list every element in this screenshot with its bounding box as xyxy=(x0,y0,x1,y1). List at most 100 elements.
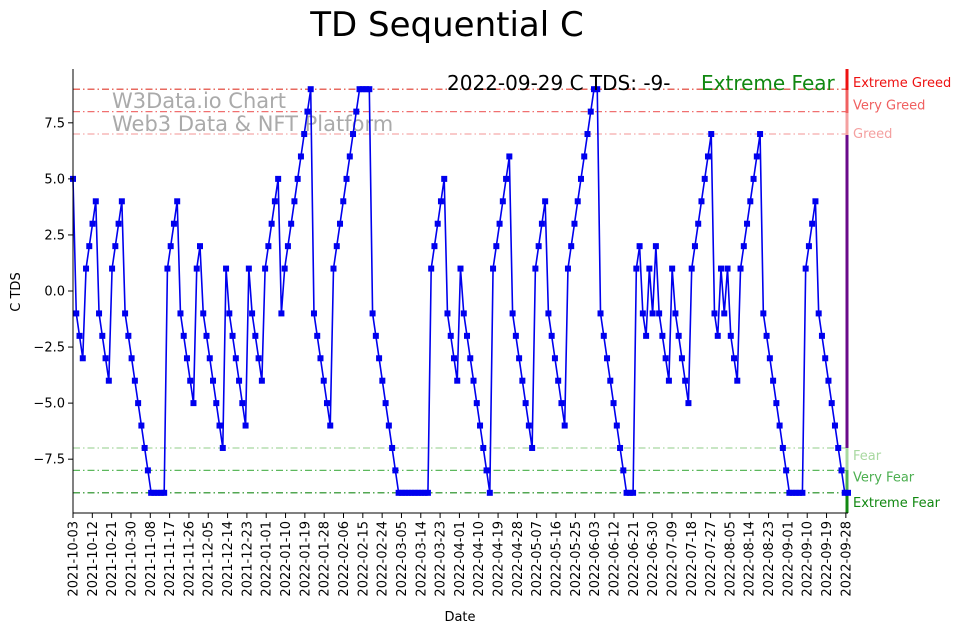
data-point xyxy=(395,489,402,496)
data-point xyxy=(164,265,171,272)
data-point xyxy=(441,175,448,182)
y-tick-label: 5.0 xyxy=(44,172,65,187)
y-tick-label: −7.5 xyxy=(33,453,65,468)
data-point xyxy=(151,489,158,496)
data-point xyxy=(138,422,145,429)
data-point xyxy=(275,175,282,182)
y-tick-label: 0.0 xyxy=(44,285,65,300)
x-tick-label: 2022-06-30 xyxy=(646,521,661,597)
data-point xyxy=(424,489,431,496)
data-point xyxy=(255,355,262,362)
x-axis-label: Date xyxy=(444,610,475,625)
data-point xyxy=(529,444,536,451)
x-tick-label: 2022-03-14 xyxy=(414,521,429,597)
chart-title: TD Sequential C xyxy=(309,5,583,45)
data-point xyxy=(183,355,190,362)
data-point xyxy=(467,355,474,362)
data-point xyxy=(76,332,83,339)
data-point xyxy=(682,377,689,384)
data-point xyxy=(740,243,747,250)
data-point xyxy=(249,310,256,317)
data-point xyxy=(405,489,412,496)
data-point xyxy=(604,355,611,362)
data-point xyxy=(594,86,601,93)
data-point xyxy=(548,332,555,339)
data-point xyxy=(206,355,213,362)
data-point xyxy=(760,310,767,317)
data-point xyxy=(372,332,379,339)
x-tick-label: 2021-11-26 xyxy=(182,521,197,597)
data-point xyxy=(369,310,376,317)
data-point xyxy=(350,131,357,138)
data-point xyxy=(258,377,265,384)
data-point xyxy=(314,332,321,339)
x-tick-label: 2022-09-10 xyxy=(801,521,816,597)
data-point xyxy=(727,332,734,339)
data-point xyxy=(96,310,103,317)
data-point xyxy=(805,243,812,250)
x-tick-label: 2022-01-28 xyxy=(318,521,333,597)
data-point xyxy=(73,310,80,317)
data-point xyxy=(118,198,125,205)
data-point xyxy=(229,332,236,339)
data-point xyxy=(245,265,252,272)
data-point xyxy=(297,153,304,160)
data-point xyxy=(737,265,744,272)
data-point xyxy=(252,332,259,339)
data-point xyxy=(516,355,523,362)
data-point xyxy=(623,489,630,496)
data-point xyxy=(174,198,181,205)
data-point xyxy=(685,400,692,407)
series-line xyxy=(72,88,848,494)
data-point xyxy=(519,377,526,384)
data-point xyxy=(678,355,685,362)
data-point xyxy=(398,489,405,496)
data-point xyxy=(835,444,842,451)
data-point xyxy=(421,489,428,496)
data-point xyxy=(278,310,285,317)
data-point xyxy=(271,198,278,205)
data-point xyxy=(610,400,617,407)
data-point xyxy=(535,243,542,250)
data-point xyxy=(89,220,96,227)
data-point xyxy=(512,332,519,339)
data-point xyxy=(672,310,679,317)
data-point xyxy=(281,265,288,272)
x-tick-label: 2021-12-14 xyxy=(221,521,236,597)
data-point xyxy=(187,377,194,384)
data-point xyxy=(265,243,272,250)
data-point xyxy=(538,220,545,227)
data-point xyxy=(796,489,803,496)
x-axis-ticks: 2021-10-03 2021-10-12 2021-10-21 2021-10-30… xyxy=(67,513,854,597)
data-point xyxy=(613,422,620,429)
x-tick-label: 2022-04-01 xyxy=(453,521,468,597)
data-point xyxy=(262,265,269,272)
data-point xyxy=(154,489,161,496)
data-point xyxy=(226,310,233,317)
data-point xyxy=(330,265,337,272)
data-point xyxy=(649,310,656,317)
data-point xyxy=(444,310,451,317)
data-point xyxy=(102,355,109,362)
x-tick-label: 2021-12-23 xyxy=(240,521,255,597)
data-point xyxy=(473,400,480,407)
data-point xyxy=(483,467,490,474)
watermark-line-1: W3Data.io Chart xyxy=(112,89,286,113)
data-point xyxy=(239,400,246,407)
zone-label: Fear xyxy=(853,449,882,464)
data-point xyxy=(333,243,340,250)
data-point xyxy=(115,220,122,227)
data-point xyxy=(691,243,698,250)
data-point xyxy=(591,86,598,93)
x-tick-label: 2021-11-08 xyxy=(144,521,159,597)
zone-label: Very Greed xyxy=(853,99,925,114)
data-point xyxy=(193,265,200,272)
data-point xyxy=(86,243,93,250)
x-tick-label: 2022-05-07 xyxy=(530,521,545,597)
data-point xyxy=(551,355,558,362)
data-point xyxy=(141,444,148,451)
data-point xyxy=(698,198,705,205)
data-point xyxy=(125,332,132,339)
x-tick-label: 2022-04-19 xyxy=(492,521,507,597)
data-point xyxy=(236,377,243,384)
